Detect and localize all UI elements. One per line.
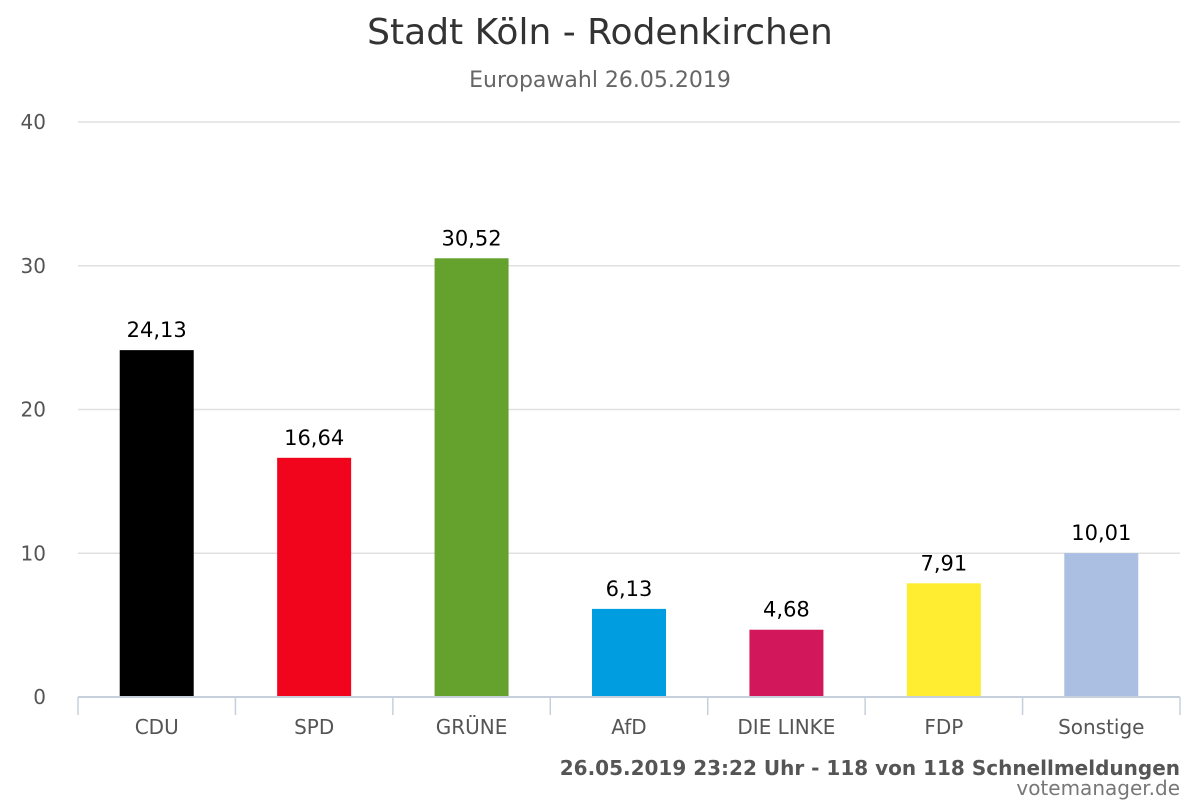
footer-credit: 26.05.2019 23:22 Uhr - 118 von 118 Schne… — [559, 756, 1180, 780]
x-tick-label: FDP — [924, 715, 963, 739]
y-tick-label: 20 — [21, 398, 46, 422]
y-tick-label: 10 — [21, 541, 46, 565]
bar-afd — [592, 608, 666, 697]
x-tick-label: CDU — [135, 715, 179, 739]
bar-fdp — [906, 583, 981, 697]
x-axis — [77, 696, 1181, 715]
bar-gr-ne — [434, 258, 509, 697]
data-label: 4,68 — [763, 598, 810, 622]
x-tick-label: Sonstige — [1058, 715, 1144, 739]
grid-lines — [78, 121, 1180, 554]
bar-sonstige — [1064, 553, 1139, 697]
x-tick-label: DIE LINKE — [737, 715, 835, 739]
chart-subtitle: Europawahl 26.05.2019 — [469, 68, 731, 93]
data-label: 24,13 — [127, 318, 187, 342]
chart-title: Stadt Köln - Rodenkirchen — [367, 12, 833, 53]
x-tick-label: AfD — [611, 715, 646, 739]
bar-die-linke — [749, 629, 824, 697]
x-axis-ticks: CDU SPD GRÜNE AfD DIE LINKE FDP Sonstige — [135, 715, 1145, 739]
y-tick-label: 30 — [21, 254, 46, 278]
bar-cdu — [119, 350, 194, 697]
data-label: 10,01 — [1071, 521, 1131, 545]
bars — [119, 258, 1139, 697]
y-tick-label: 40 — [21, 110, 46, 134]
x-tick-label: GRÜNE — [436, 715, 508, 739]
data-label: 7,91 — [920, 551, 967, 575]
data-labels: 24,13 16,64 30,52 6,13 4,68 7,91 10,01 — [127, 226, 1132, 621]
bar-spd — [277, 457, 352, 697]
y-tick-label: 0 — [33, 685, 46, 709]
footer-source: votemanager.de — [1016, 776, 1180, 800]
data-label: 30,52 — [442, 226, 502, 250]
data-label: 16,64 — [284, 426, 344, 450]
y-axis-ticks: 0 10 20 30 40 — [21, 110, 46, 709]
data-label: 6,13 — [606, 577, 653, 601]
x-tick-label: SPD — [294, 715, 334, 739]
